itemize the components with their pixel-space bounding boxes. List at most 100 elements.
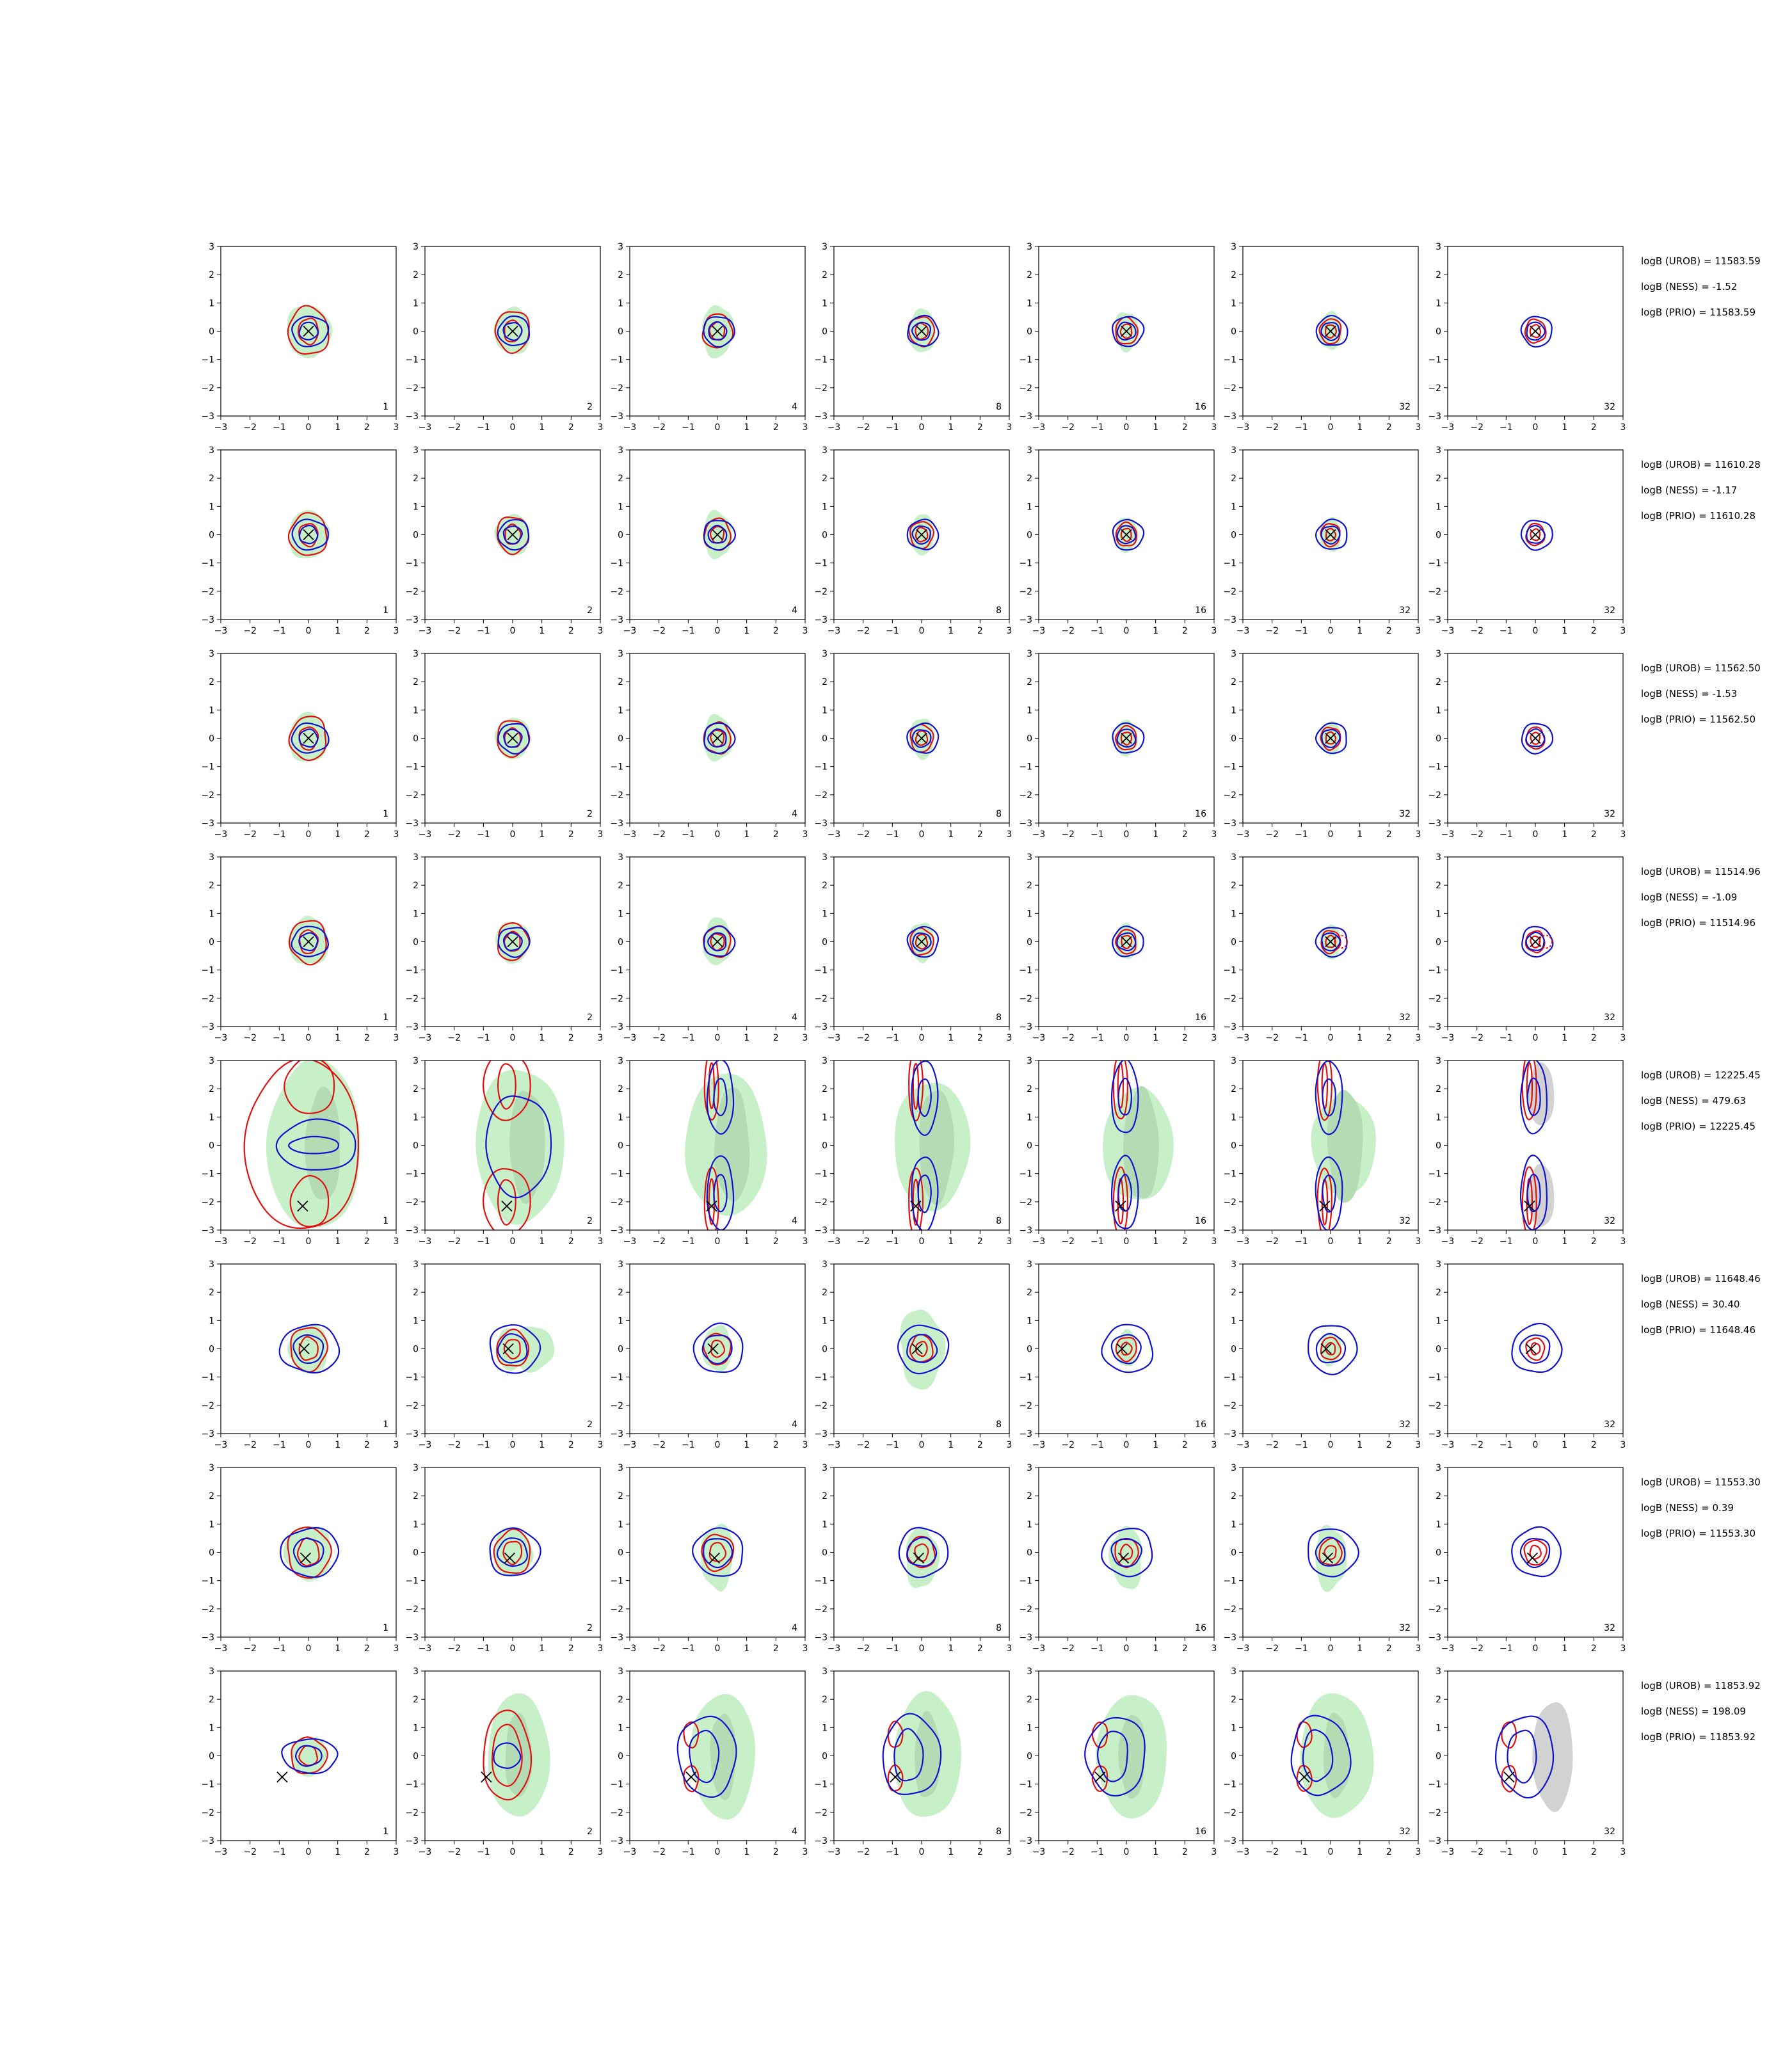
blue-contour-inner <box>1321 932 1341 952</box>
x-tick-label: 1 <box>335 422 340 433</box>
x-tick-label: −2 <box>243 422 257 433</box>
y-tick-label: −3 <box>1223 1226 1236 1236</box>
red-contour-outer <box>287 512 328 556</box>
y-tick-label: 3 <box>209 445 214 456</box>
blue-contour-outer <box>911 1156 939 1230</box>
y-tick-label: −3 <box>1428 1633 1441 1643</box>
true-value-marker <box>707 1343 719 1355</box>
contours <box>494 513 530 556</box>
contours <box>489 1527 541 1577</box>
red-contour-inner <box>1121 934 1133 950</box>
y-tick-label: −3 <box>610 615 623 625</box>
true-value-marker <box>504 1552 516 1564</box>
y-tick-label: 0 <box>1027 1752 1032 1762</box>
red-contour-outer <box>683 1721 700 1748</box>
x-tick-label: −3 <box>419 1033 432 1043</box>
y-tick-label: 1 <box>822 502 828 512</box>
contours <box>1101 1526 1153 1589</box>
y-tick-label: −1 <box>201 559 214 569</box>
x-tick-label: −3 <box>1236 829 1250 840</box>
blue-contour-outer <box>1315 1060 1343 1135</box>
x-tick-label: 0 <box>306 1440 312 1450</box>
y-tick-label: −2 <box>1223 994 1236 1004</box>
y-tick-label: −2 <box>1019 1401 1032 1411</box>
red-contour-outer <box>909 927 934 956</box>
blue-contour-outer <box>1112 925 1144 957</box>
red-contour-inner <box>915 933 929 950</box>
panel-label: 16 <box>1195 1012 1206 1023</box>
subplot-r5-c7: −3−3 −2 −2 −1 −1 0 0 1 1 2 2 3 3 32 <box>1428 1056 1626 1247</box>
blue-contour-outer <box>706 1155 735 1230</box>
red-contour-outer <box>494 311 530 355</box>
y-tick-label: −1 <box>1223 355 1236 365</box>
contours <box>703 917 736 966</box>
y-tick-label: 2 <box>413 881 419 891</box>
y-tick-label: 0 <box>413 327 419 337</box>
y-tick-label: −1 <box>1223 762 1236 772</box>
true-value-marker <box>1530 732 1541 744</box>
y-tick-label: 1 <box>1231 1723 1236 1733</box>
blue-contour-inner <box>298 321 319 341</box>
x-tick-label: 1 <box>948 1847 954 1857</box>
y-tick-label: 2 <box>1027 677 1032 687</box>
y-tick-label: 3 <box>1027 242 1032 252</box>
x-tick-label: 0 <box>919 1440 925 1450</box>
x-tick-label: 2 <box>1182 1033 1188 1043</box>
y-tick-label: −1 <box>610 1576 623 1587</box>
x-tick-label: −2 <box>1265 1236 1279 1247</box>
y-tick-label: 3 <box>618 852 623 863</box>
y-tick-label: −2 <box>610 994 623 1004</box>
y-tick-label: −1 <box>405 1373 419 1383</box>
y-tick-label: −3 <box>1019 1429 1032 1439</box>
x-tick-label: 1 <box>1562 1847 1567 1857</box>
contours <box>1112 922 1144 959</box>
y-tick-label: −3 <box>814 819 828 829</box>
x-tick-label: 1 <box>744 1236 749 1247</box>
y-tick-label: 1 <box>1027 1519 1032 1530</box>
blue-contour-outer <box>1315 722 1347 755</box>
y-tick-label: 1 <box>1436 298 1441 308</box>
x-tick-label: 1 <box>948 626 954 636</box>
y-tick-label: −2 <box>1019 994 1032 1004</box>
y-tick-label: 2 <box>618 1491 623 1501</box>
x-tick-label: −1 <box>1091 1644 1104 1654</box>
x-tick-label: −2 <box>243 1033 257 1043</box>
y-tick-label: 0 <box>1027 938 1032 948</box>
x-tick-label: −3 <box>1032 626 1046 636</box>
contours <box>1521 925 1554 958</box>
y-tick-label: −3 <box>1019 412 1032 422</box>
x-tick-label: 2 <box>977 1236 983 1247</box>
y-tick-label: 1 <box>209 705 214 716</box>
y-tick-label: −3 <box>814 615 828 625</box>
x-tick-label: 3 <box>598 829 604 840</box>
true-value-marker <box>1325 325 1336 337</box>
x-tick-label: 1 <box>335 1440 340 1450</box>
contours <box>476 1060 564 1230</box>
y-tick-label: 1 <box>1436 705 1441 716</box>
y-tick-label: −2 <box>610 587 623 597</box>
blue-contour-inner <box>911 321 932 341</box>
subplot-r3-c5: −3−3 −2 −2 −1 −1 0 0 1 1 2 2 3 3 16 <box>1019 649 1217 840</box>
y-tick-label: −2 <box>610 1197 623 1208</box>
contours <box>494 717 531 760</box>
x-tick-label: 0 <box>1124 1033 1130 1043</box>
red-contour-inner <box>497 1063 516 1110</box>
y-tick-label: 3 <box>209 1056 214 1066</box>
blue-contour-outer <box>291 316 330 348</box>
x-tick-label: −1 <box>886 1847 899 1857</box>
x-tick-label: 2 <box>364 829 370 840</box>
blue-contour-inner <box>292 1334 324 1364</box>
y-tick-label: 1 <box>209 502 214 512</box>
y-tick-label: 1 <box>413 1112 419 1123</box>
x-tick-label: −1 <box>1091 1847 1104 1857</box>
y-tick-label: 2 <box>413 1288 419 1298</box>
panel-label: 1 <box>383 402 388 412</box>
true-value-marker <box>1503 1771 1515 1783</box>
red-contour-outer <box>287 305 330 355</box>
x-tick-label: −3 <box>214 1033 228 1043</box>
y-tick-label: −2 <box>814 1197 828 1208</box>
y-tick-label: 0 <box>822 1548 828 1558</box>
x-tick-label: −2 <box>243 1644 257 1654</box>
